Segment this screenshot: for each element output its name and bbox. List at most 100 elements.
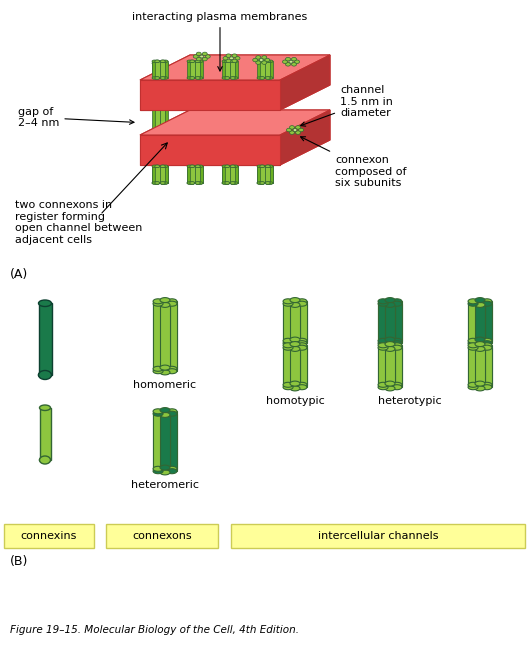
Bar <box>152 63 157 183</box>
Ellipse shape <box>475 346 485 351</box>
Text: heteromeric: heteromeric <box>131 480 199 490</box>
Bar <box>482 304 492 343</box>
Ellipse shape <box>155 60 160 63</box>
Bar <box>475 349 485 389</box>
Ellipse shape <box>297 385 307 390</box>
Ellipse shape <box>222 77 227 79</box>
Ellipse shape <box>187 60 192 63</box>
Ellipse shape <box>292 63 296 66</box>
Bar <box>187 61 192 78</box>
Ellipse shape <box>290 342 300 347</box>
Polygon shape <box>280 110 330 165</box>
Ellipse shape <box>265 62 270 65</box>
Polygon shape <box>140 55 330 80</box>
Ellipse shape <box>232 54 237 57</box>
Bar <box>260 167 265 183</box>
Ellipse shape <box>265 182 270 184</box>
Ellipse shape <box>153 411 163 416</box>
Ellipse shape <box>290 386 300 391</box>
Bar <box>190 61 195 78</box>
Ellipse shape <box>378 341 388 345</box>
Ellipse shape <box>268 182 273 184</box>
Ellipse shape <box>265 165 270 168</box>
Ellipse shape <box>167 369 177 374</box>
Bar <box>153 304 163 371</box>
Ellipse shape <box>190 182 195 184</box>
Ellipse shape <box>475 337 485 342</box>
Bar <box>153 411 163 469</box>
Bar <box>198 63 203 183</box>
Bar <box>225 61 230 78</box>
Ellipse shape <box>298 128 303 132</box>
Ellipse shape <box>297 341 307 345</box>
Ellipse shape <box>283 343 293 348</box>
Ellipse shape <box>260 60 265 63</box>
Ellipse shape <box>265 60 270 63</box>
Ellipse shape <box>230 182 235 184</box>
Bar <box>190 61 195 78</box>
Ellipse shape <box>230 77 235 79</box>
Ellipse shape <box>289 131 295 135</box>
Polygon shape <box>140 110 330 135</box>
Bar <box>482 347 492 387</box>
Bar <box>222 63 227 183</box>
Ellipse shape <box>268 60 273 63</box>
Bar <box>198 61 203 78</box>
Bar <box>195 61 200 78</box>
Ellipse shape <box>163 62 168 65</box>
Bar <box>475 300 485 340</box>
Ellipse shape <box>153 299 163 304</box>
Ellipse shape <box>283 382 293 387</box>
Ellipse shape <box>198 60 203 63</box>
Ellipse shape <box>155 182 160 184</box>
Ellipse shape <box>202 52 207 56</box>
Ellipse shape <box>230 165 235 168</box>
Ellipse shape <box>230 182 235 184</box>
Ellipse shape <box>378 301 388 306</box>
Ellipse shape <box>297 343 307 348</box>
Ellipse shape <box>392 345 402 350</box>
Ellipse shape <box>260 165 265 168</box>
Bar <box>257 63 262 183</box>
Bar <box>187 167 192 183</box>
Ellipse shape <box>160 302 170 308</box>
Bar <box>155 61 160 78</box>
Ellipse shape <box>155 182 160 184</box>
Bar <box>155 63 160 183</box>
Bar <box>260 61 265 78</box>
Ellipse shape <box>39 457 51 463</box>
Ellipse shape <box>225 182 230 184</box>
FancyBboxPatch shape <box>4 524 94 548</box>
Ellipse shape <box>167 469 177 473</box>
Ellipse shape <box>167 366 177 372</box>
Text: connexons: connexons <box>132 531 192 541</box>
Text: connexon
composed of
six subunits: connexon composed of six subunits <box>301 136 406 188</box>
Ellipse shape <box>233 60 238 63</box>
Ellipse shape <box>222 165 227 168</box>
Ellipse shape <box>283 338 293 343</box>
Ellipse shape <box>155 165 160 168</box>
Ellipse shape <box>392 299 402 304</box>
Ellipse shape <box>195 60 200 63</box>
Ellipse shape <box>195 165 200 168</box>
Ellipse shape <box>155 77 160 79</box>
Bar <box>39 407 51 460</box>
Ellipse shape <box>38 370 52 379</box>
Ellipse shape <box>155 182 160 184</box>
Bar <box>160 61 165 78</box>
Bar <box>385 344 395 383</box>
Bar <box>195 167 200 183</box>
Bar <box>475 344 485 383</box>
Ellipse shape <box>257 165 262 168</box>
Bar <box>385 349 395 389</box>
Ellipse shape <box>230 77 235 79</box>
Ellipse shape <box>187 182 192 184</box>
Bar <box>225 167 230 183</box>
Ellipse shape <box>262 61 267 65</box>
Ellipse shape <box>202 57 207 61</box>
Ellipse shape <box>167 411 177 416</box>
Bar <box>160 300 170 368</box>
Bar <box>378 347 388 387</box>
Bar <box>268 63 273 183</box>
Ellipse shape <box>283 345 293 350</box>
